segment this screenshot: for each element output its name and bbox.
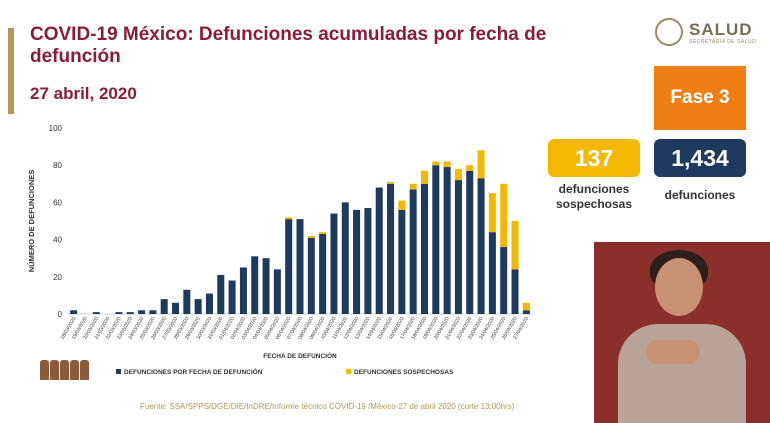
interpreter-head bbox=[655, 258, 703, 316]
bar-confirmed bbox=[319, 234, 327, 314]
bar-confirmed bbox=[522, 310, 530, 314]
bar-confirmed bbox=[194, 299, 202, 314]
bar-confirmed bbox=[92, 312, 100, 314]
bar-confirmed bbox=[251, 256, 259, 314]
phase-badge: Fase 3 bbox=[654, 66, 746, 130]
bar-confirmed bbox=[273, 269, 281, 314]
bar-confirmed bbox=[149, 310, 157, 314]
bar-confirmed bbox=[443, 167, 451, 314]
bar-suspected bbox=[466, 165, 474, 171]
bar-confirmed bbox=[488, 232, 496, 314]
bar-confirmed bbox=[160, 299, 168, 314]
bar-suspected bbox=[443, 161, 451, 168]
bar-suspected bbox=[409, 183, 417, 190]
bar-suspected bbox=[307, 235, 315, 238]
bar-confirmed bbox=[228, 280, 236, 314]
bar-confirmed bbox=[420, 183, 428, 314]
interpreter-body bbox=[618, 324, 746, 423]
bar-confirmed bbox=[375, 187, 383, 314]
bar-confirmed bbox=[183, 289, 191, 314]
y-tick-label: 60 bbox=[53, 198, 62, 207]
bar-confirmed bbox=[466, 170, 474, 314]
y-axis-label: NÚMERO DE DEFUNCIONES bbox=[27, 170, 36, 273]
bar-confirmed bbox=[217, 274, 225, 314]
bar-confirmed bbox=[307, 237, 315, 314]
logo-subtitle: SECRETARÍA DE SALUD bbox=[689, 39, 757, 45]
y-tick-label: 20 bbox=[53, 273, 62, 282]
interpreter-hands bbox=[646, 340, 700, 364]
legend-label-suspected: DEFUNCIONES SOSPECHOSAS bbox=[354, 369, 454, 376]
bar-suspected bbox=[477, 150, 485, 179]
bar-confirmed bbox=[262, 258, 270, 314]
bar-suspected bbox=[319, 232, 327, 235]
sign-language-interpreter bbox=[594, 242, 770, 423]
bar-confirmed bbox=[330, 213, 338, 314]
page-title: COVID-19 México: Defunciones acumuladas … bbox=[30, 24, 547, 67]
salud-logo: SALUD SECRETARÍA DE SALUD bbox=[655, 18, 765, 52]
bar-suspected bbox=[500, 183, 508, 248]
bar-suspected bbox=[285, 217, 293, 220]
legend-swatch-confirmed bbox=[116, 369, 121, 374]
bar-confirmed bbox=[432, 165, 440, 314]
y-tick-label: 0 bbox=[58, 310, 63, 319]
x-axis-label: FECHA DE DEFUNCIÓN bbox=[263, 351, 337, 360]
bar-confirmed bbox=[126, 312, 134, 314]
bar-confirmed bbox=[296, 219, 304, 314]
bar-suspected bbox=[488, 193, 496, 233]
bar-confirmed bbox=[138, 310, 146, 314]
suspected-deaths-label: defunciones sospechosas bbox=[555, 182, 633, 211]
bar-confirmed bbox=[285, 219, 293, 314]
bar-confirmed bbox=[353, 209, 361, 314]
seal-icon bbox=[655, 18, 683, 46]
bar-confirmed bbox=[239, 267, 247, 314]
bar-suspected bbox=[522, 302, 530, 311]
bar-confirmed bbox=[500, 247, 508, 314]
bar-confirmed bbox=[205, 293, 213, 314]
bar-confirmed bbox=[477, 178, 485, 314]
heritage-emblem bbox=[40, 360, 100, 384]
bar-confirmed bbox=[454, 180, 462, 314]
bar-confirmed bbox=[398, 209, 406, 314]
bar-confirmed bbox=[172, 302, 180, 314]
bar-suspected bbox=[420, 170, 428, 184]
y-tick-label: 80 bbox=[53, 161, 62, 170]
confirmed-deaths-label: defunciones bbox=[664, 188, 736, 202]
bar-confirmed bbox=[511, 269, 519, 314]
y-tick-label: 40 bbox=[53, 236, 62, 245]
bar-confirmed bbox=[341, 202, 349, 314]
bar-suspected bbox=[398, 200, 406, 210]
bar-suspected bbox=[432, 161, 440, 166]
legend-swatch-suspected bbox=[346, 369, 351, 374]
confirmed-deaths-value: 1,434 bbox=[654, 139, 746, 177]
suspected-deaths-value: 137 bbox=[548, 139, 640, 177]
bar-confirmed bbox=[364, 207, 372, 314]
bar-confirmed bbox=[409, 189, 417, 314]
bar-suspected bbox=[511, 221, 519, 270]
bar-confirmed bbox=[387, 183, 395, 314]
bar-suspected bbox=[454, 168, 462, 181]
logo-name: SALUD bbox=[689, 20, 753, 39]
y-tick-label: 100 bbox=[49, 124, 63, 133]
title-accent-bar bbox=[8, 28, 14, 114]
bar-confirmed bbox=[115, 312, 123, 314]
bar-suspected bbox=[387, 181, 395, 184]
report-date: 27 abril, 2020 bbox=[30, 84, 137, 103]
bar-confirmed bbox=[70, 310, 78, 314]
legend-label-confirmed: DEFUNCIONES POR FECHA DE DEFUNCIÓN bbox=[124, 367, 263, 376]
source-note: Fuente: SSA/SPPS/DGE/DIE/InDRE/Informe t… bbox=[140, 402, 515, 411]
